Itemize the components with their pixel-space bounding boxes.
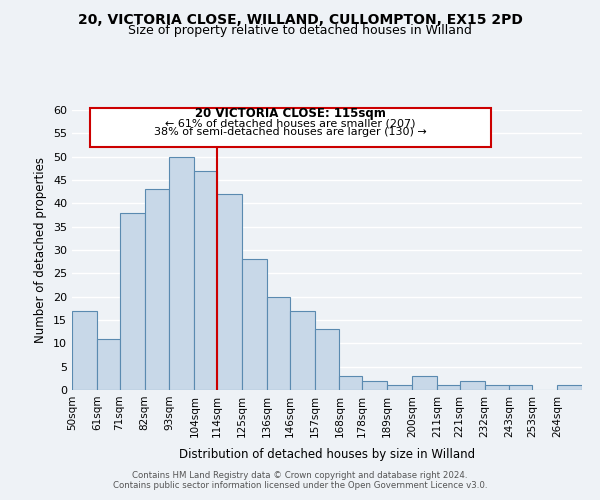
Bar bbox=[217, 194, 242, 390]
Text: Size of property relative to detached houses in Willand: Size of property relative to detached ho… bbox=[128, 24, 472, 37]
Bar bbox=[242, 260, 267, 390]
Bar bbox=[340, 376, 362, 390]
Text: 20 VICTORIA CLOSE: 115sqm: 20 VICTORIA CLOSE: 115sqm bbox=[195, 107, 386, 120]
Bar bbox=[169, 156, 194, 390]
Bar bbox=[387, 386, 412, 390]
Bar bbox=[557, 386, 582, 390]
Text: 38% of semi-detached houses are larger (130) →: 38% of semi-detached houses are larger (… bbox=[154, 128, 427, 138]
Y-axis label: Number of detached properties: Number of detached properties bbox=[34, 157, 47, 343]
Bar bbox=[460, 380, 485, 390]
Bar bbox=[119, 212, 145, 390]
Bar bbox=[72, 310, 97, 390]
Bar bbox=[485, 386, 509, 390]
Bar bbox=[267, 296, 290, 390]
Bar bbox=[145, 190, 169, 390]
X-axis label: Distribution of detached houses by size in Willand: Distribution of detached houses by size … bbox=[179, 448, 475, 461]
Text: Contains HM Land Registry data © Crown copyright and database right 2024.: Contains HM Land Registry data © Crown c… bbox=[132, 472, 468, 480]
Text: ← 61% of detached houses are smaller (207): ← 61% of detached houses are smaller (20… bbox=[166, 118, 416, 128]
Bar bbox=[290, 310, 314, 390]
Bar bbox=[194, 170, 217, 390]
Bar bbox=[314, 330, 340, 390]
Bar bbox=[509, 386, 532, 390]
Bar bbox=[412, 376, 437, 390]
Bar bbox=[437, 386, 460, 390]
Text: Contains public sector information licensed under the Open Government Licence v3: Contains public sector information licen… bbox=[113, 482, 487, 490]
Bar bbox=[90, 108, 491, 148]
Bar bbox=[97, 338, 119, 390]
Text: 20, VICTORIA CLOSE, WILLAND, CULLOMPTON, EX15 2PD: 20, VICTORIA CLOSE, WILLAND, CULLOMPTON,… bbox=[77, 12, 523, 26]
Bar bbox=[362, 380, 387, 390]
